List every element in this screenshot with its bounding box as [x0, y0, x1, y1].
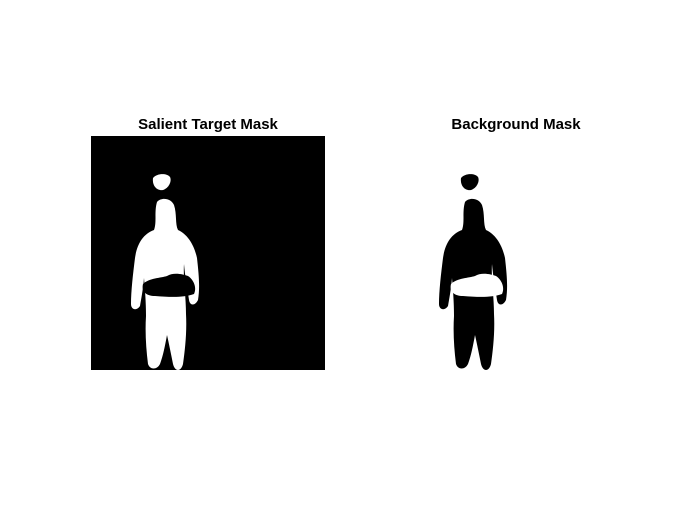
person-silhouette: [439, 174, 508, 370]
salient-target-mask-title: Salient Target Mask: [138, 116, 278, 133]
background-mask-image: [399, 136, 633, 370]
salient-target-mask-image: [91, 136, 325, 370]
mask-background: [399, 136, 633, 370]
mask-background: [91, 136, 325, 370]
person-silhouette: [131, 174, 200, 370]
background-mask-title: Background Mask: [451, 116, 581, 133]
